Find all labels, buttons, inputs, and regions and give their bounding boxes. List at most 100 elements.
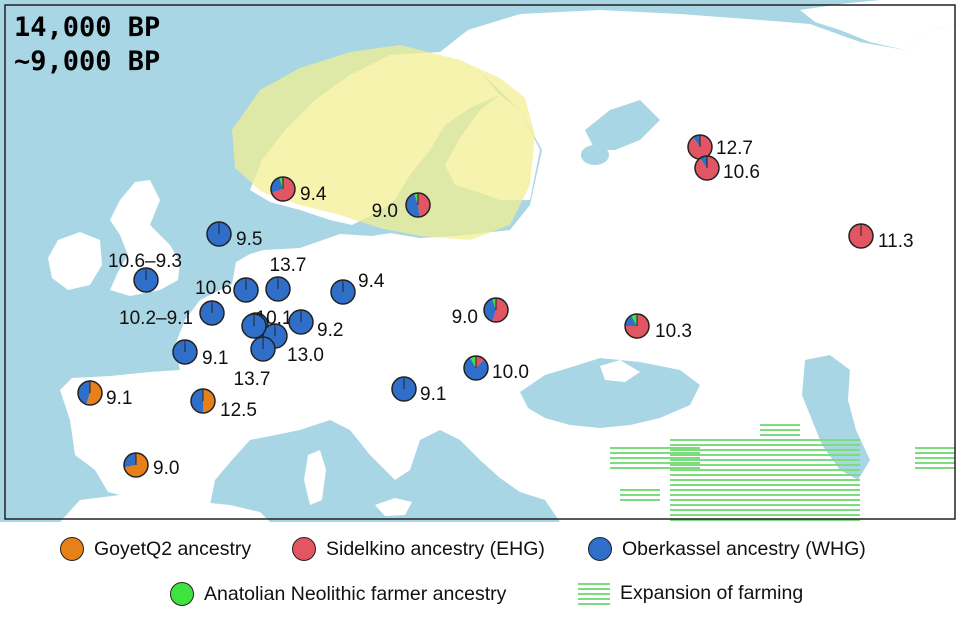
pie-outline bbox=[123, 452, 149, 478]
legend-label: Expansion of farming bbox=[620, 582, 804, 604]
legend: GoyetQ2 ancestry Sidelkino ancestry (EHG… bbox=[0, 522, 960, 621]
period-start: 14,000 BP bbox=[14, 12, 161, 43]
legend-anatolian: Anatolian Neolithic farmer ancestry bbox=[170, 582, 506, 606]
pie-outline bbox=[199, 300, 225, 326]
pie-slice-sidelkino bbox=[476, 356, 485, 368]
pie-outline bbox=[133, 267, 159, 293]
legend-oberkassel: Oberkassel ancestry (WHG) bbox=[588, 537, 866, 561]
sample-pie: 9.0 bbox=[452, 297, 509, 328]
land-sardinia bbox=[304, 450, 326, 505]
sample-date-label: 9.0 bbox=[153, 458, 179, 479]
land-great-britain bbox=[110, 180, 180, 296]
land-novaya-zemlya bbox=[800, 0, 960, 50]
pie-outline bbox=[463, 355, 489, 381]
land-sicily bbox=[375, 498, 412, 516]
pie-slice-goyet bbox=[203, 389, 215, 413]
legend-goyet: GoyetQ2 ancestry bbox=[60, 537, 251, 561]
land-ireland bbox=[48, 232, 102, 290]
pie-slice-anatolian bbox=[470, 356, 476, 368]
pie-outline bbox=[270, 176, 296, 202]
sample-date-label: 9.0 bbox=[452, 307, 478, 328]
legend-sidelkino: Sidelkino ancestry (EHG) bbox=[292, 537, 545, 561]
pie-outline bbox=[241, 313, 267, 339]
pie-slice-oberkassel bbox=[464, 357, 489, 380]
sample-pie: 10.0 bbox=[463, 355, 529, 383]
sample-pie: 9.1 bbox=[391, 376, 446, 405]
mediterranean-sea bbox=[210, 420, 560, 522]
sample-pie: 9.0 bbox=[372, 192, 431, 222]
pie-outline bbox=[265, 276, 291, 302]
sample-date-label: 9.2 bbox=[317, 320, 343, 341]
legend-farming: Expansion of farming bbox=[578, 582, 803, 605]
pie-slice-anatolian bbox=[631, 314, 637, 326]
map-frame bbox=[4, 4, 956, 520]
black-sea bbox=[520, 358, 700, 428]
pie-outline bbox=[206, 221, 232, 247]
period-end: ~9,000 BP bbox=[14, 46, 161, 77]
sample-pie: 9.5 bbox=[206, 221, 262, 250]
sample-date-label: 9.4 bbox=[358, 271, 385, 292]
pie-slice-anatolian bbox=[492, 298, 496, 310]
pie-slice-anatolian bbox=[414, 193, 418, 205]
sample-date-label: 10.0 bbox=[492, 362, 529, 383]
orange-circle-icon bbox=[60, 537, 84, 561]
pie-slice-anatolian bbox=[279, 177, 283, 189]
pie-outline bbox=[190, 388, 216, 414]
sample-pie: 10.6 bbox=[694, 155, 760, 183]
sample-pie: 10.6 bbox=[195, 277, 259, 303]
blue-circle-icon bbox=[588, 537, 612, 561]
scandinavian-zone bbox=[232, 45, 535, 240]
sample-date-label: 10.6–9.3 bbox=[108, 251, 182, 272]
sample-date-label: 10.6 bbox=[195, 278, 232, 299]
pie-outline bbox=[172, 339, 198, 365]
green-stripes-icon bbox=[578, 582, 610, 605]
sample-date-label: 9.1 bbox=[420, 384, 446, 405]
legend-label: Oberkassel ancestry (WHG) bbox=[622, 537, 866, 560]
sample-date-label: 11.3 bbox=[878, 231, 914, 252]
sample-pie: 9.1 bbox=[77, 380, 132, 409]
sample-pie: 10.3 bbox=[624, 313, 692, 342]
farming-expansion-area bbox=[610, 424, 955, 521]
pie-slice-oberkassel bbox=[191, 389, 203, 413]
pie-slice-oberkassel bbox=[406, 193, 420, 217]
sample-date-label: 12.5 bbox=[220, 400, 257, 421]
legend-label: Sidelkino ancestry (EHG) bbox=[326, 537, 545, 560]
sample-pie: 13.7 bbox=[265, 255, 307, 302]
pie-outline bbox=[694, 155, 720, 181]
pie-outline bbox=[330, 279, 356, 305]
sample-pie: 11.3 bbox=[848, 223, 914, 252]
sample-pie: 12.7 bbox=[687, 134, 753, 160]
pie-outline bbox=[77, 380, 103, 406]
pie-slice-sidelkino bbox=[848, 224, 873, 249]
sample-date-label: 10.2–9.1 bbox=[119, 308, 193, 329]
sample-pie: 9.1 bbox=[172, 339, 228, 369]
pie-outline bbox=[233, 277, 259, 303]
land-south bbox=[140, 360, 880, 522]
sample-date-label: 13.7 bbox=[270, 255, 307, 276]
pie-outline bbox=[483, 297, 509, 323]
sample-date-label: 9.0 bbox=[372, 201, 398, 222]
pie-outline bbox=[848, 223, 874, 249]
green-circle-icon bbox=[170, 582, 194, 606]
land-crimea bbox=[600, 360, 640, 382]
pie-slice-oberkassel bbox=[692, 135, 700, 147]
pie-slice-oberkassel bbox=[123, 452, 136, 468]
sample-date-label: 9.1 bbox=[202, 348, 228, 369]
pie-slice-oberkassel bbox=[77, 381, 90, 405]
pie-outline bbox=[405, 192, 431, 218]
sample-pie bbox=[241, 313, 267, 339]
sample-date-label: 10.6 bbox=[723, 162, 760, 183]
caspian-sea bbox=[802, 355, 870, 480]
sample-date-label: 13.7 bbox=[234, 369, 271, 390]
sample-pie: 9.4 bbox=[270, 176, 327, 205]
pie-slice-oberkassel bbox=[699, 156, 707, 168]
sample-date-label: 9.4 bbox=[300, 184, 327, 205]
pie-outline bbox=[624, 313, 650, 339]
sample-date-label: 9.1 bbox=[106, 388, 132, 409]
red-circle-icon bbox=[292, 537, 316, 561]
pie-outline bbox=[391, 376, 417, 402]
land-north-africa bbox=[60, 495, 270, 522]
sample-pie: 9.0 bbox=[123, 452, 179, 479]
sample-pie: 10.2–9.1 bbox=[119, 300, 225, 329]
sample-pie: 12.5 bbox=[190, 388, 257, 421]
